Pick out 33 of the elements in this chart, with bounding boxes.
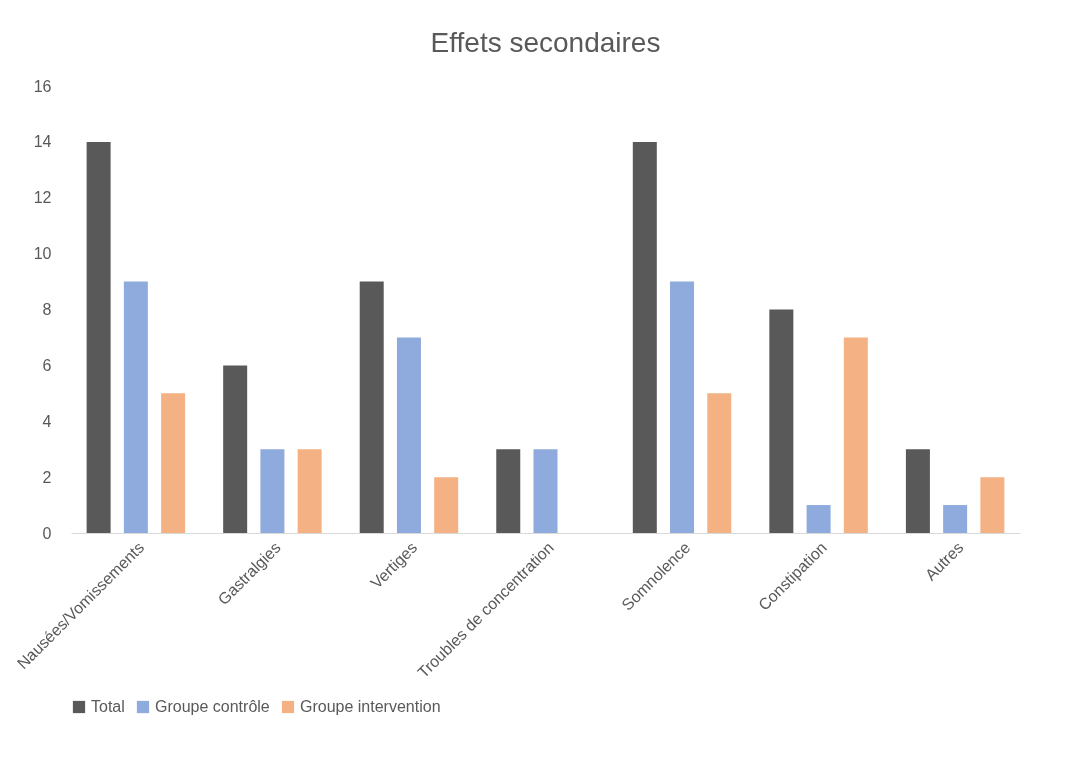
- bar: [905, 449, 930, 533]
- bar: [223, 365, 248, 533]
- bar: [533, 449, 558, 533]
- y-tick-label: 14: [33, 133, 52, 151]
- bar: [707, 393, 732, 533]
- y-tick-label: 6: [42, 356, 52, 374]
- y-tick-label: 0: [42, 524, 52, 542]
- bar: [359, 281, 384, 533]
- bar: [843, 337, 868, 533]
- bar: [86, 141, 111, 533]
- bar: [632, 141, 657, 533]
- y-tick-label: 2: [42, 468, 52, 486]
- legend-label: Total: [91, 698, 125, 715]
- y-tick-label: 10: [33, 245, 52, 263]
- bar: [769, 309, 794, 533]
- legend-label: Groupe intervention: [300, 698, 441, 715]
- bar: [396, 337, 421, 533]
- y-tick-label: 4: [42, 412, 52, 430]
- y-tick-label: 8: [42, 301, 52, 318]
- bar: [670, 281, 695, 533]
- bar: [297, 449, 322, 533]
- bar: [496, 449, 521, 533]
- y-tick-label: 16: [33, 77, 52, 95]
- bar: [260, 449, 285, 533]
- bar: [161, 393, 186, 533]
- bar: [980, 477, 1005, 533]
- chart-title: Effets secondaires: [430, 27, 661, 58]
- bar: [434, 477, 459, 533]
- bar: [123, 281, 148, 533]
- y-tick-label: 12: [33, 189, 52, 207]
- bar: [806, 505, 831, 533]
- legend-label: Groupe contrôle: [155, 698, 270, 715]
- bar: [943, 505, 968, 533]
